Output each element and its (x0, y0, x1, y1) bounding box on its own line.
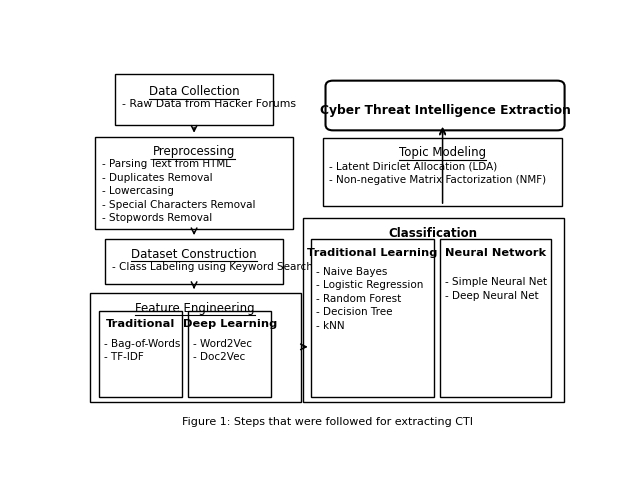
Text: Cyber Threat Intelligence Extraction: Cyber Threat Intelligence Extraction (319, 103, 570, 117)
Text: Topic Modeling: Topic Modeling (399, 146, 486, 159)
Text: - Random Forest: - Random Forest (316, 293, 401, 303)
Text: - Logistic Regression: - Logistic Regression (316, 280, 423, 289)
FancyBboxPatch shape (323, 138, 562, 206)
Text: - Bag-of-Words: - Bag-of-Words (104, 339, 180, 348)
FancyBboxPatch shape (90, 293, 301, 403)
Text: - Lowercasing: - Lowercasing (102, 186, 174, 196)
Text: - Class Labeling using Keyword Search: - Class Labeling using Keyword Search (112, 262, 313, 271)
Text: - Decision Tree: - Decision Tree (316, 306, 392, 317)
Text: - Special Characters Removal: - Special Characters Removal (102, 200, 256, 209)
Text: Figure 1: Steps that were followed for extracting CTI: Figure 1: Steps that were followed for e… (182, 416, 474, 426)
Text: Dataset Construction: Dataset Construction (131, 247, 257, 260)
FancyBboxPatch shape (99, 311, 182, 397)
Text: - Word2Vec: - Word2Vec (193, 339, 252, 348)
Text: Deep Learning: Deep Learning (182, 319, 277, 328)
Text: Neural Network: Neural Network (445, 247, 546, 257)
FancyBboxPatch shape (105, 240, 284, 284)
Text: - Deep Neural Net: - Deep Neural Net (445, 290, 538, 300)
Text: Traditional: Traditional (106, 319, 175, 328)
Text: - Stopwords Removal: - Stopwords Removal (102, 213, 212, 223)
Text: - Latent Diriclet Allocation (LDA): - Latent Diriclet Allocation (LDA) (329, 161, 497, 171)
FancyBboxPatch shape (95, 138, 293, 229)
Text: - Duplicates Removal: - Duplicates Removal (102, 172, 213, 183)
Text: - Non-negative Matrix Factorization (NMF): - Non-negative Matrix Factorization (NMF… (329, 174, 546, 184)
FancyBboxPatch shape (115, 75, 273, 125)
Text: - Naive Bayes: - Naive Bayes (316, 266, 387, 276)
FancyBboxPatch shape (303, 219, 564, 403)
Text: - Simple Neural Net: - Simple Neural Net (445, 277, 547, 286)
Text: - kNN: - kNN (316, 320, 344, 330)
Text: - Raw Data from Hacker Forums: - Raw Data from Hacker Forums (122, 99, 296, 108)
FancyBboxPatch shape (188, 311, 271, 397)
Text: Classification: Classification (388, 226, 477, 240)
FancyBboxPatch shape (440, 240, 551, 397)
Text: - Parsing Text from HTML: - Parsing Text from HTML (102, 159, 231, 169)
Text: Data Collection: Data Collection (148, 85, 239, 98)
FancyBboxPatch shape (326, 81, 564, 131)
Text: Traditional Learning: Traditional Learning (307, 247, 437, 257)
Text: Feature Engineering: Feature Engineering (135, 301, 255, 314)
Text: - TF-IDF: - TF-IDF (104, 352, 143, 362)
Text: - Doc2Vec: - Doc2Vec (193, 352, 245, 362)
FancyBboxPatch shape (310, 240, 434, 397)
Text: Preprocessing: Preprocessing (153, 145, 236, 158)
